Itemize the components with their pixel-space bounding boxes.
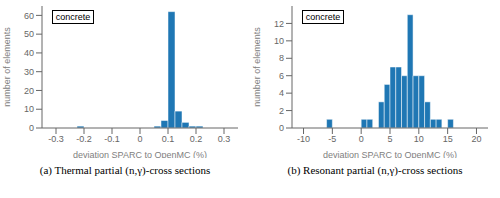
svg-text:30: 30	[24, 67, 34, 77]
svg-text:-0.2: -0.2	[76, 134, 92, 144]
svg-text:-10: -10	[297, 134, 310, 144]
svg-text:20: 20	[471, 134, 481, 144]
svg-text:5: 5	[387, 134, 392, 144]
svg-text:10: 10	[24, 104, 34, 114]
svg-text:0.3: 0.3	[218, 134, 231, 144]
svg-text:0.1: 0.1	[162, 134, 175, 144]
svg-text:40: 40	[24, 48, 34, 58]
svg-text:50: 50	[24, 29, 34, 39]
svg-text:deviation SPARC to OpenMC (%): deviation SPARC to OpenMC (%)	[73, 150, 207, 158]
svg-text:0: 0	[137, 134, 142, 144]
html-text:(b) Resonant partial (n,γ)-cro: (b) Resonant partial (n,γ)-cross section…	[287, 164, 463, 176]
svg-text:-0.1: -0.1	[104, 134, 120, 144]
svg-text:-0.3: -0.3	[48, 134, 64, 144]
svg-text:15: 15	[443, 134, 453, 144]
svg-text:10: 10	[274, 36, 284, 46]
svg-text:4: 4	[279, 88, 284, 98]
svg-text:0.2: 0.2	[190, 134, 203, 144]
svg-text:number of elements: number of elements	[8, 27, 12, 107]
html-text:(a) Thermal partial (n,γ)-cros: (a) Thermal partial (n,γ)-cross sections	[39, 164, 211, 176]
svg-text:20: 20	[24, 86, 34, 96]
svg-text:2: 2	[279, 106, 284, 116]
svg-text:deviation SPARC to OpenMC (%): deviation SPARC to OpenMC (%)	[323, 150, 457, 158]
svg-text:0: 0	[29, 123, 34, 133]
svg-text:number of elements: number of elements	[252, 27, 262, 107]
svg-text:8: 8	[279, 53, 284, 63]
html-text:concrete: concrete	[305, 11, 341, 22]
svg-text:10: 10	[414, 134, 424, 144]
svg-text:60: 60	[24, 11, 34, 21]
html-text:concrete: concrete	[55, 11, 91, 22]
svg-text:0: 0	[279, 123, 284, 133]
svg-text:0: 0	[359, 134, 364, 144]
svg-text:6: 6	[279, 71, 284, 81]
svg-text:-5: -5	[328, 134, 336, 144]
svg-text:12: 12	[274, 19, 284, 29]
